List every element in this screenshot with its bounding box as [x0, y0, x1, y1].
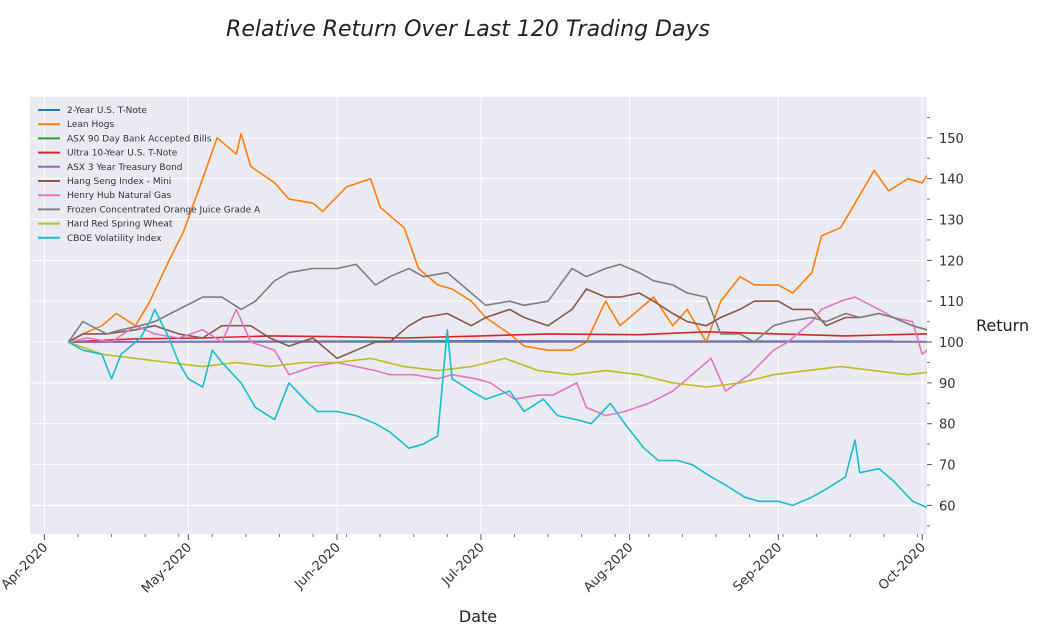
- y-tick-label: 130: [939, 214, 964, 229]
- y-tick-label: 120: [939, 254, 964, 269]
- y-tick-label: 140: [939, 173, 964, 188]
- legend-entry: 2-Year U.S. T-Note: [67, 106, 147, 116]
- chart-title: Relative Return Over Last 120 Trading Da…: [226, 17, 710, 42]
- legend-entry: Frozen Concentrated Orange Juice Grade A: [67, 205, 261, 215]
- x-tick-label: May-2020: [139, 540, 195, 596]
- x-tick-label: Aug-2020: [581, 540, 636, 595]
- x-tick-label: Jun-2020: [291, 540, 343, 592]
- series-line-9: [68, 341, 927, 388]
- legend: 2-Year U.S. T-Note Lean Hogs ASX 90 Day Ba…: [38, 106, 261, 244]
- x-axis: Apr-2020 May-2020 Jun-2020 Jul-2020 Aug-2020…: [0, 534, 929, 596]
- y-tick-label: 60: [939, 499, 956, 514]
- series-group: [67, 133, 927, 509]
- legend-entry: Ultra 10-Year U.S. T-Note: [67, 149, 178, 159]
- y-tick-label: 100: [939, 336, 964, 351]
- legend-entry: Lean Hogs: [67, 120, 114, 130]
- legend-entry: ASX 3 Year Treasury Bond: [67, 163, 183, 173]
- y-axis: 60 70 80 90 100 110 120 130 140 150: [927, 116, 964, 527]
- legend-entry: Hard Red Spring Wheat: [67, 220, 173, 230]
- legend-entry: Henry Hub Natural Gas: [67, 191, 171, 201]
- y-tick-label: 80: [939, 418, 956, 433]
- x-tick-label: Oct-2020: [876, 540, 929, 593]
- y-tick-label: 150: [939, 132, 964, 147]
- legend-entry: ASX 90 Day Bank Accepted Bills: [67, 134, 212, 144]
- series-line-7: [68, 296, 927, 417]
- x-tick-label: Apr-2020: [0, 540, 51, 593]
- y-axis-label: Return: [976, 316, 1029, 335]
- legend-entry: Hang Seng Index - Mini: [67, 177, 171, 187]
- grid: [30, 97, 927, 534]
- plot-area: [30, 97, 927, 534]
- x-tick-label: Jul-2020: [439, 540, 488, 589]
- y-tick-label: 70: [939, 459, 956, 474]
- series-line-2: [68, 133, 927, 352]
- x-tick-label: Sep-2020: [730, 540, 785, 595]
- y-tick-label: 90: [939, 377, 956, 392]
- y-tick-label: 110: [939, 295, 964, 310]
- legend-entry: CBOE Volatility Index: [67, 234, 162, 244]
- series-line-10: [68, 308, 927, 509]
- series-line-8: [67, 263, 927, 343]
- x-axis-label: Date: [459, 607, 497, 626]
